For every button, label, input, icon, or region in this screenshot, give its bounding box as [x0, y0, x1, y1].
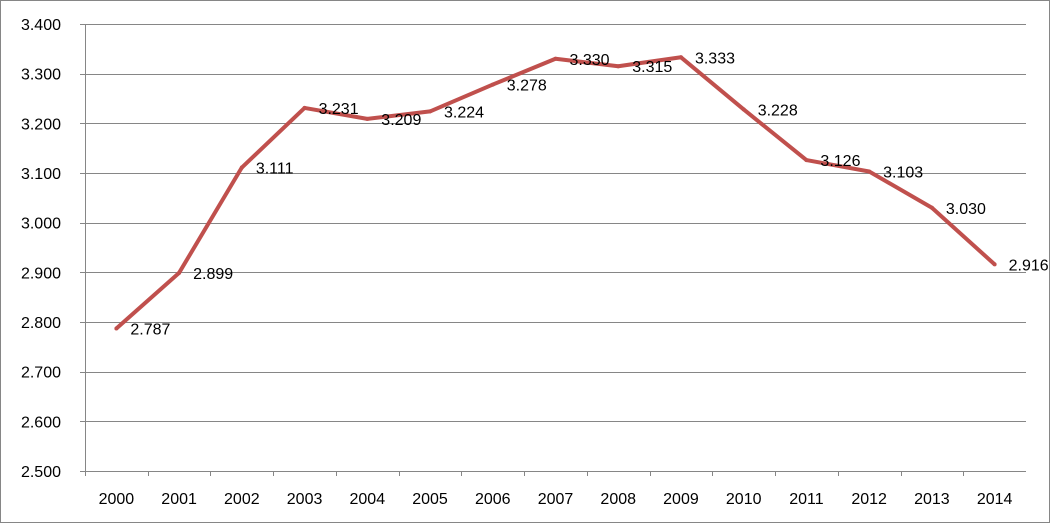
x-tick-label: 2005 — [412, 491, 448, 508]
y-tick-label: 3.000 — [21, 216, 61, 233]
y-tick-label: 2.600 — [21, 414, 61, 431]
axes — [80, 24, 1026, 476]
x-tick-label: 2009 — [663, 491, 699, 508]
y-tick-label: 3.400 — [21, 17, 61, 34]
x-tick-label: 2002 — [224, 491, 260, 508]
data-point — [114, 326, 119, 331]
x-tick-label: 2014 — [977, 491, 1013, 508]
data-point — [992, 262, 997, 267]
series-line — [115, 55, 996, 330]
x-tick-label: 2006 — [475, 491, 511, 508]
data-label: 3.111 — [256, 161, 294, 178]
data-point — [239, 165, 244, 170]
x-tick-label: 2001 — [161, 491, 197, 508]
data-label: 3.030 — [946, 201, 986, 218]
x-axis-tick-labels: 2000 2001 2002 2003 2004 2005 2006 2007 2008 2009… — [99, 491, 1013, 508]
x-tick-label: 2007 — [538, 491, 574, 508]
y-tick-label: 2.800 — [21, 315, 61, 332]
data-label: 3.231 — [319, 101, 359, 118]
data-point — [553, 56, 558, 61]
data-point — [490, 82, 495, 87]
data-label: 3.330 — [570, 52, 610, 69]
data-point — [804, 158, 809, 163]
x-tick-label: 2008 — [600, 491, 636, 508]
x-tick-label: 2010 — [726, 491, 762, 508]
y-tick-label: 2.700 — [21, 365, 61, 382]
data-point — [177, 270, 182, 275]
data-label: 3.224 — [444, 104, 484, 121]
data-point — [741, 107, 746, 112]
data-label: 3.228 — [758, 102, 798, 119]
data-point — [302, 105, 307, 110]
data-label: 3.333 — [695, 50, 735, 67]
x-tick-label: 2012 — [851, 491, 887, 508]
series-line-group — [114, 55, 997, 331]
y-tick-label: 3.300 — [21, 67, 61, 84]
y-tick-label: 2.900 — [21, 265, 61, 282]
x-tick-label: 2013 — [914, 491, 950, 508]
y-tick-label: 3.200 — [21, 116, 61, 133]
y-tick-label: 2.500 — [21, 464, 61, 481]
gridlines — [85, 24, 1026, 422]
data-labels: 2.787 2.899 3.111 3.231 3.209 3.224 3.278 3.330… — [130, 50, 1048, 338]
data-point — [929, 205, 934, 210]
data-label: 3.103 — [883, 165, 923, 182]
data-point — [867, 169, 872, 174]
data-point — [616, 64, 621, 69]
y-axis-tick-labels: 2.500 2.600 2.700 2.800 2.900 3.000 3.100 3.200… — [21, 17, 61, 481]
data-label: 2.916 — [1009, 257, 1049, 274]
y-tick-label: 3.100 — [21, 166, 61, 183]
data-point — [365, 116, 370, 121]
data-label: 3.126 — [820, 153, 860, 170]
data-point — [428, 109, 433, 114]
data-label: 3.209 — [381, 112, 421, 129]
x-tick-label: 2004 — [350, 491, 386, 508]
data-label: 3.315 — [632, 59, 672, 76]
x-tick-label: 2000 — [99, 491, 135, 508]
x-tick-label: 2011 — [789, 491, 824, 508]
x-tick-label: 2003 — [287, 491, 323, 508]
data-label: 3.278 — [507, 78, 547, 95]
data-label: 2.787 — [130, 321, 170, 338]
data-point — [678, 55, 683, 60]
data-label: 2.899 — [193, 266, 233, 283]
